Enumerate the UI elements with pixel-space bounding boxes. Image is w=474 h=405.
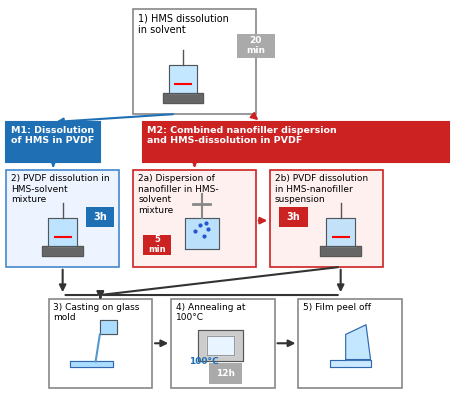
Text: 3h: 3h — [93, 211, 107, 222]
Polygon shape — [70, 361, 113, 367]
FancyBboxPatch shape — [143, 122, 449, 162]
Polygon shape — [327, 218, 355, 246]
Polygon shape — [169, 66, 197, 93]
Text: 3) Casting on glass
mold: 3) Casting on glass mold — [53, 303, 140, 322]
Polygon shape — [330, 360, 371, 367]
Text: 2a) Dispersion of
nanofiller in HMS-
solvent
mixture: 2a) Dispersion of nanofiller in HMS- sol… — [138, 174, 219, 215]
Text: 3h: 3h — [287, 211, 301, 222]
FancyBboxPatch shape — [279, 207, 308, 227]
Text: 5) Film peel off: 5) Film peel off — [303, 303, 371, 312]
Polygon shape — [185, 218, 219, 249]
Text: 20
min: 20 min — [246, 36, 265, 55]
Text: 100°C: 100°C — [189, 357, 219, 366]
Polygon shape — [320, 246, 361, 256]
Text: 4) Annealing at
100°C: 4) Annealing at 100°C — [176, 303, 245, 322]
FancyBboxPatch shape — [133, 9, 256, 114]
Polygon shape — [42, 246, 83, 256]
Text: 2) PVDF dissolution in
HMS-solvent
mixture: 2) PVDF dissolution in HMS-solvent mixtu… — [11, 174, 109, 204]
Text: M2: Combined nanofiller dispersion
and HMS-dissolution in PVDF: M2: Combined nanofiller dispersion and H… — [147, 126, 337, 145]
Text: 1) HMS dissolution
in solvent: 1) HMS dissolution in solvent — [138, 13, 229, 35]
Polygon shape — [100, 320, 117, 334]
FancyBboxPatch shape — [86, 207, 115, 227]
Text: 2b) PVDF dissolution
in HMS-nanofiller
suspension: 2b) PVDF dissolution in HMS-nanofiller s… — [275, 174, 368, 204]
FancyBboxPatch shape — [6, 171, 119, 267]
FancyBboxPatch shape — [143, 234, 171, 255]
FancyBboxPatch shape — [6, 122, 100, 162]
Text: 5
min: 5 min — [148, 235, 166, 254]
Polygon shape — [198, 330, 243, 361]
Polygon shape — [48, 218, 77, 246]
FancyBboxPatch shape — [209, 363, 242, 384]
Text: 12h: 12h — [216, 369, 235, 378]
Polygon shape — [346, 325, 371, 360]
Text: M1: Dissolution
of HMS in PVDF: M1: Dissolution of HMS in PVDF — [11, 126, 94, 145]
FancyBboxPatch shape — [171, 299, 275, 388]
FancyBboxPatch shape — [270, 171, 383, 267]
FancyBboxPatch shape — [237, 34, 275, 58]
Polygon shape — [207, 336, 234, 355]
Polygon shape — [163, 93, 203, 103]
FancyBboxPatch shape — [48, 299, 152, 388]
FancyBboxPatch shape — [298, 299, 402, 388]
FancyBboxPatch shape — [133, 171, 256, 267]
